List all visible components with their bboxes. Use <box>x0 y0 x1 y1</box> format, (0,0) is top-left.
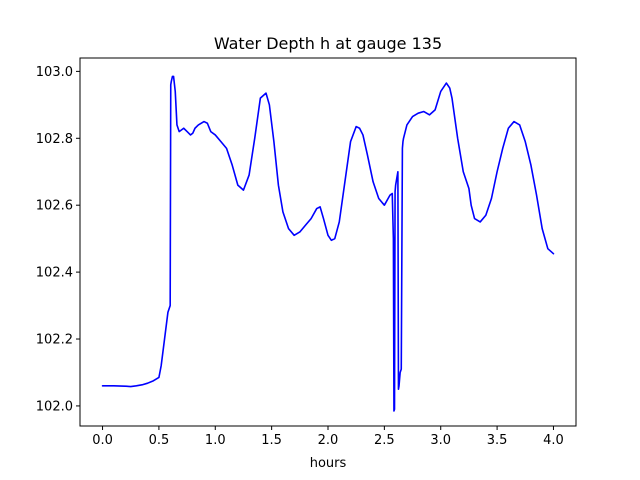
series-line-0 <box>101 75 555 412</box>
x-tick-label: 3.0 <box>430 433 451 448</box>
y-axis: 102.0 102.2 102.4 102.6 102.8 103.0 <box>36 65 80 414</box>
x-tick-label: 4.0 <box>543 433 564 448</box>
series-layer <box>101 75 555 412</box>
y-tick-label: 102.4 <box>36 266 73 281</box>
x-tick-label: 2.5 <box>374 433 395 448</box>
x-tick-label: 0.5 <box>149 433 170 448</box>
y-tick-label: 102.6 <box>36 199 73 214</box>
x-axis: 0.0 0.5 1.0 1.5 2.0 2.5 3.0 3.5 4.0 <box>92 426 564 448</box>
y-tick-label: 102.0 <box>36 399 73 414</box>
y-tick-label: 102.8 <box>36 132 73 147</box>
y-tick-label: 103.0 <box>36 65 73 80</box>
chart-title: Water Depth h at gauge 135 <box>214 34 442 53</box>
x-axis-title: hours <box>310 456 347 471</box>
y-tick-label: 102.2 <box>36 333 73 348</box>
x-tick-label: 2.0 <box>318 433 339 448</box>
x-tick-label: 1.5 <box>261 433 282 448</box>
x-tick-label: 1.0 <box>205 433 226 448</box>
x-tick-label: 3.5 <box>487 433 508 448</box>
x-tick-label: 0.0 <box>92 433 113 448</box>
